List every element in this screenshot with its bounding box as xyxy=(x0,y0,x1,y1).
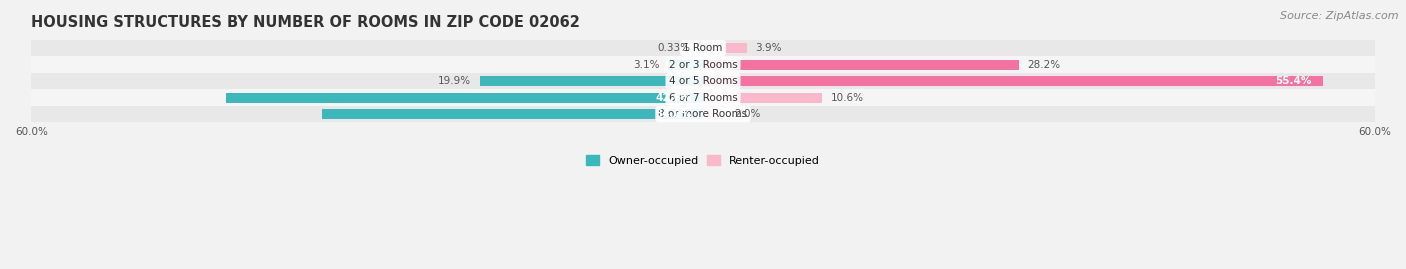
Bar xyxy=(31,56,1375,73)
Bar xyxy=(668,60,703,69)
Bar xyxy=(226,93,703,102)
Text: 19.9%: 19.9% xyxy=(439,76,471,86)
Bar xyxy=(703,60,1018,69)
Bar xyxy=(703,109,725,119)
Bar xyxy=(322,109,703,119)
Text: 28.2%: 28.2% xyxy=(1028,59,1060,70)
Text: 6 or 7 Rooms: 6 or 7 Rooms xyxy=(669,93,737,103)
Text: 8 or more Rooms: 8 or more Rooms xyxy=(658,109,748,119)
Bar xyxy=(31,89,1375,106)
Bar xyxy=(31,40,1375,56)
Bar xyxy=(699,43,703,53)
Bar xyxy=(31,73,1375,89)
Text: 1 Room: 1 Room xyxy=(683,43,723,53)
Text: Source: ZipAtlas.com: Source: ZipAtlas.com xyxy=(1281,11,1399,21)
Legend: Owner-occupied, Renter-occupied: Owner-occupied, Renter-occupied xyxy=(586,155,820,166)
Bar xyxy=(703,76,1323,86)
Bar xyxy=(703,93,821,102)
Text: 42.6%: 42.6% xyxy=(655,93,692,103)
Text: 34.0%: 34.0% xyxy=(655,109,692,119)
Bar xyxy=(31,106,1375,122)
Bar xyxy=(703,43,747,53)
Text: 2.0%: 2.0% xyxy=(734,109,761,119)
Text: 3.9%: 3.9% xyxy=(755,43,782,53)
Text: 3.1%: 3.1% xyxy=(633,59,659,70)
Text: 2 or 3 Rooms: 2 or 3 Rooms xyxy=(669,59,737,70)
Text: 0.33%: 0.33% xyxy=(658,43,690,53)
Text: 4 or 5 Rooms: 4 or 5 Rooms xyxy=(669,76,737,86)
Bar xyxy=(481,76,703,86)
Text: HOUSING STRUCTURES BY NUMBER OF ROOMS IN ZIP CODE 02062: HOUSING STRUCTURES BY NUMBER OF ROOMS IN… xyxy=(31,15,581,30)
Text: 55.4%: 55.4% xyxy=(1275,76,1312,86)
Text: 10.6%: 10.6% xyxy=(831,93,863,103)
